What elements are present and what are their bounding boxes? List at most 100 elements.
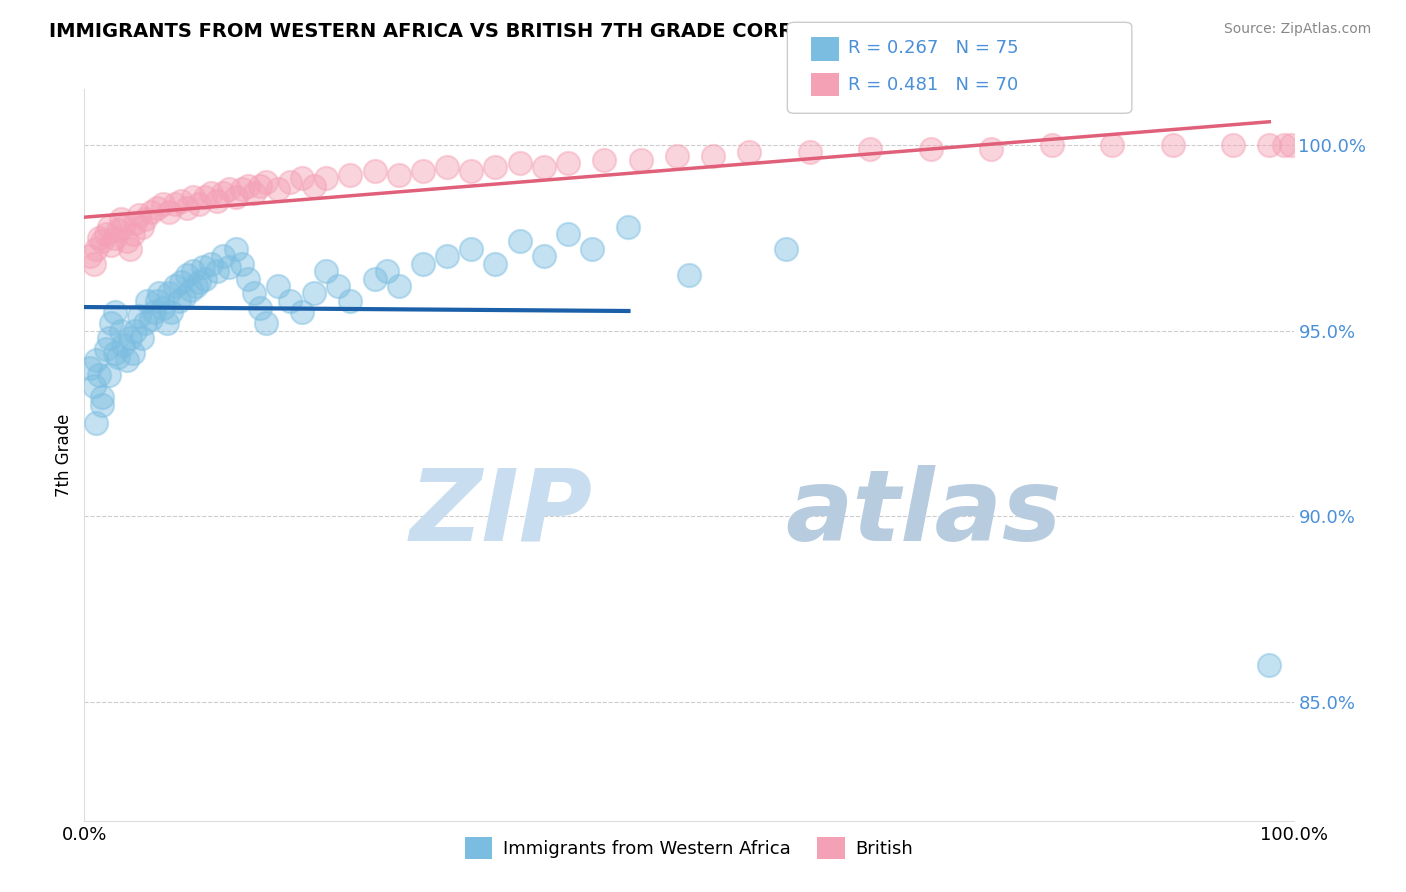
Point bbox=[124, 216, 146, 230]
Point bbox=[236, 271, 259, 285]
Point bbox=[97, 331, 120, 345]
Point bbox=[1279, 137, 1302, 152]
Point bbox=[980, 142, 1002, 156]
Point bbox=[799, 145, 821, 160]
Point bbox=[339, 293, 361, 308]
Point bbox=[236, 178, 259, 193]
Point bbox=[302, 286, 325, 301]
Point bbox=[249, 178, 271, 193]
Point bbox=[94, 342, 117, 356]
Point bbox=[87, 368, 110, 383]
Point bbox=[97, 219, 120, 234]
Point bbox=[231, 182, 253, 196]
Point bbox=[191, 260, 214, 275]
Point bbox=[120, 331, 142, 345]
Point bbox=[86, 417, 108, 431]
Point bbox=[533, 160, 555, 174]
Point bbox=[134, 212, 156, 227]
Point bbox=[291, 305, 314, 319]
Point bbox=[124, 324, 146, 338]
Point bbox=[1161, 137, 1184, 152]
Point bbox=[225, 242, 247, 256]
Point bbox=[375, 264, 398, 278]
Point bbox=[157, 204, 180, 219]
Point bbox=[291, 171, 314, 186]
Point bbox=[112, 338, 135, 352]
Point bbox=[170, 275, 193, 289]
Point bbox=[436, 249, 458, 263]
Text: Source: ZipAtlas.com: Source: ZipAtlas.com bbox=[1223, 22, 1371, 37]
Point bbox=[278, 175, 301, 189]
Point bbox=[194, 190, 217, 204]
Point bbox=[157, 286, 180, 301]
Point bbox=[1040, 137, 1063, 152]
Point bbox=[242, 286, 264, 301]
Text: R = 0.267   N = 75: R = 0.267 N = 75 bbox=[848, 39, 1018, 57]
Point bbox=[665, 149, 688, 163]
Point bbox=[188, 197, 211, 211]
Point bbox=[1222, 137, 1244, 152]
Point bbox=[181, 190, 204, 204]
Point bbox=[176, 268, 198, 282]
Point bbox=[630, 153, 652, 167]
Point bbox=[460, 242, 482, 256]
Point bbox=[173, 290, 195, 304]
Point bbox=[207, 194, 229, 208]
Point bbox=[165, 279, 187, 293]
Point bbox=[91, 398, 114, 412]
Point bbox=[678, 268, 700, 282]
Point bbox=[180, 283, 202, 297]
Point bbox=[128, 209, 150, 223]
Point bbox=[200, 186, 222, 201]
Point bbox=[104, 346, 127, 360]
Point bbox=[146, 293, 169, 308]
Point bbox=[110, 324, 132, 338]
Point bbox=[363, 271, 385, 285]
Point bbox=[97, 368, 120, 383]
Point bbox=[104, 230, 127, 244]
Point bbox=[388, 168, 411, 182]
Text: ZIP: ZIP bbox=[409, 465, 592, 562]
Point bbox=[121, 227, 143, 241]
Point bbox=[509, 156, 531, 170]
Point bbox=[200, 257, 222, 271]
Point bbox=[148, 286, 170, 301]
Point bbox=[702, 149, 724, 163]
Point bbox=[146, 201, 169, 215]
Point bbox=[738, 145, 761, 160]
Point bbox=[139, 312, 162, 326]
Point bbox=[188, 275, 211, 289]
Point bbox=[94, 227, 117, 241]
Point bbox=[1258, 657, 1281, 672]
Point bbox=[165, 197, 187, 211]
Point bbox=[176, 201, 198, 215]
Point bbox=[100, 238, 122, 252]
Point bbox=[121, 346, 143, 360]
Legend: Immigrants from Western Africa, British: Immigrants from Western Africa, British bbox=[457, 830, 921, 866]
Point bbox=[87, 230, 110, 244]
Point bbox=[167, 293, 190, 308]
Point bbox=[107, 350, 129, 364]
Point bbox=[139, 204, 162, 219]
Point bbox=[617, 219, 640, 234]
Point bbox=[143, 305, 166, 319]
Point bbox=[484, 257, 506, 271]
Point bbox=[184, 279, 207, 293]
Point bbox=[207, 264, 229, 278]
Point bbox=[1272, 137, 1295, 152]
Point bbox=[83, 257, 105, 271]
Point bbox=[1258, 137, 1281, 152]
Point bbox=[152, 197, 174, 211]
Point bbox=[79, 360, 101, 375]
Point bbox=[136, 293, 159, 308]
Point bbox=[302, 178, 325, 193]
Point bbox=[436, 160, 458, 174]
Point bbox=[581, 242, 603, 256]
Point bbox=[242, 186, 264, 201]
Point bbox=[104, 305, 127, 319]
Point bbox=[120, 242, 142, 256]
Point bbox=[86, 242, 108, 256]
Point bbox=[194, 271, 217, 285]
Text: atlas: atlas bbox=[786, 465, 1062, 562]
Point bbox=[484, 160, 506, 174]
